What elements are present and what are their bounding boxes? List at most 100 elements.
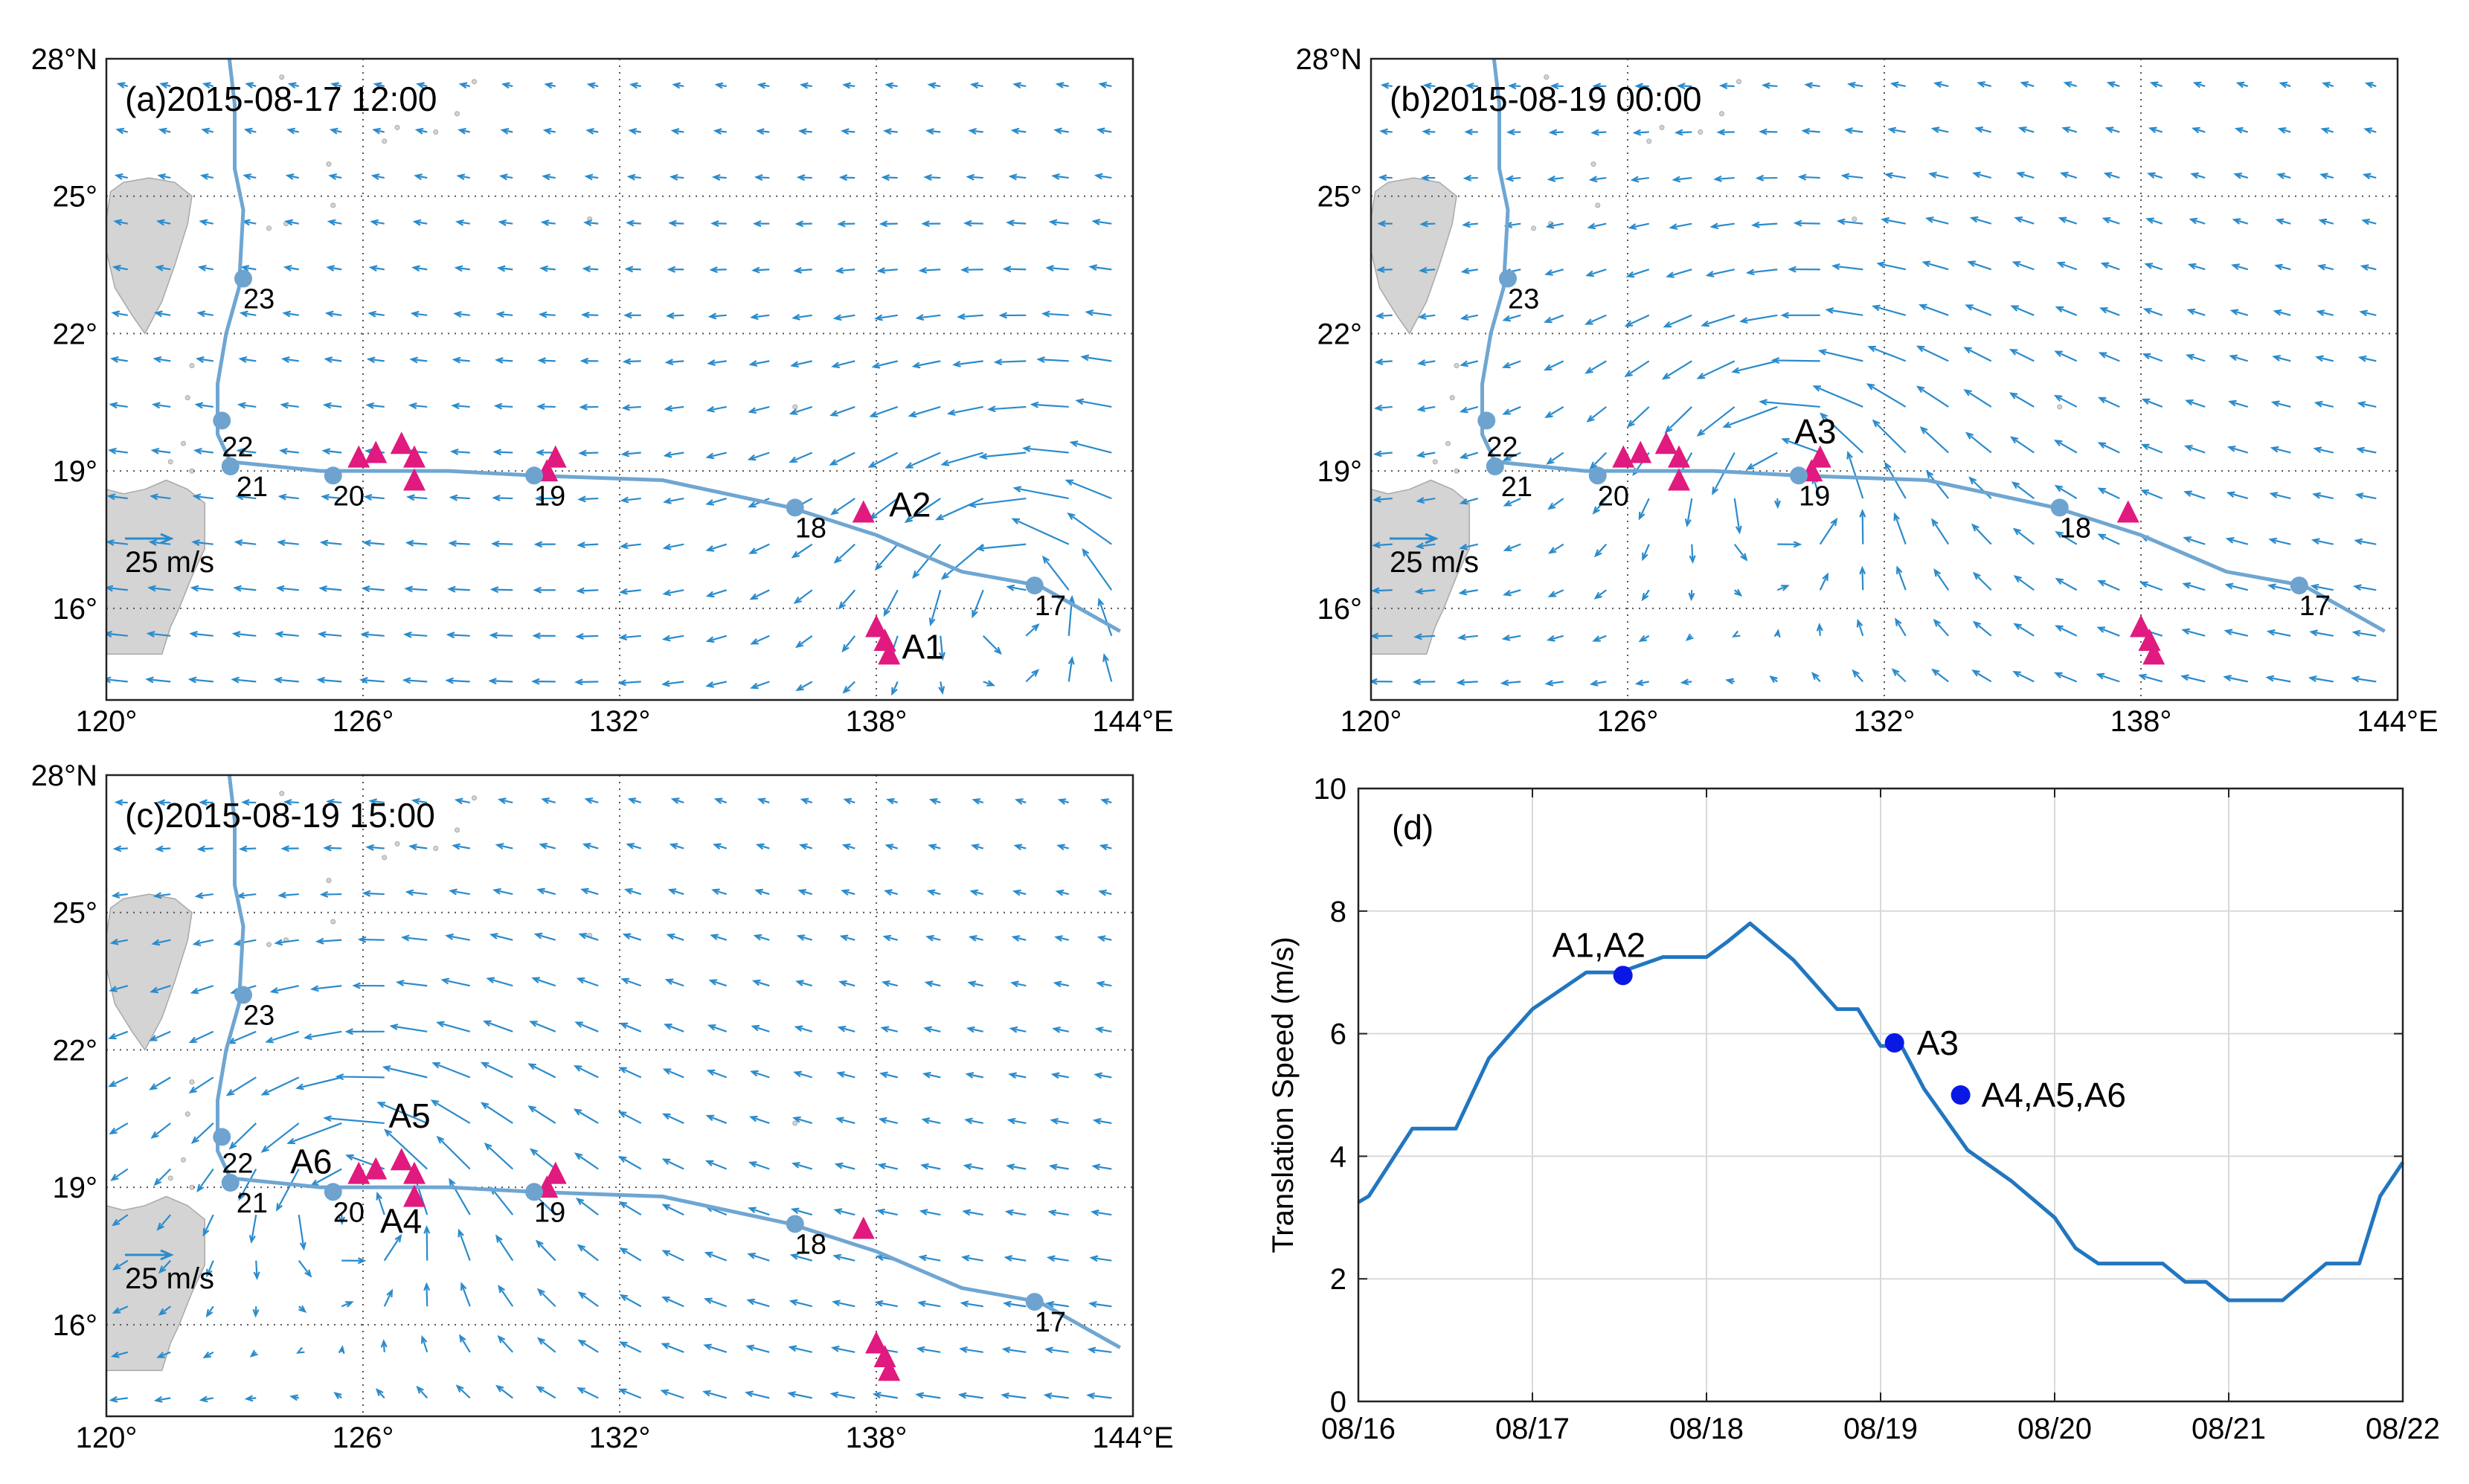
wind-arrow: [1590, 452, 1608, 469]
wind-arrowhead: [1893, 512, 1900, 521]
wind-arrow: [2227, 538, 2249, 545]
wind-arrow: [1965, 347, 1992, 362]
wind-arrowhead: [1632, 129, 1642, 136]
wind-arrow: [2014, 575, 2035, 591]
wind-arrow: [150, 541, 171, 545]
wind-arrow: [228, 1030, 257, 1044]
wind-arrowhead: [240, 265, 250, 272]
wind-arrowhead: [1590, 129, 1599, 136]
wind-arrow: [2358, 402, 2377, 408]
lat-tick-label: 19°: [1317, 455, 1363, 488]
wind-arrowhead: [578, 933, 588, 939]
wind-arrowhead: [2104, 126, 2114, 133]
wind-arrowhead: [1634, 83, 1643, 90]
wind-arrow: [442, 979, 470, 987]
wind-arrow: [1931, 519, 1950, 545]
wind-arrow: [414, 220, 428, 225]
wind-arrowhead: [2097, 579, 2106, 587]
wind-arrow: [995, 360, 1027, 364]
wind-arrowhead: [150, 447, 160, 454]
wind-arrow: [237, 495, 257, 500]
wind-arrowhead: [1465, 82, 1474, 89]
wind-arrowhead: [527, 1105, 536, 1113]
wind-arrow: [622, 978, 642, 987]
wind-arrow: [1460, 543, 1478, 550]
wind-arrow: [922, 1118, 941, 1125]
wind-arrowhead: [1031, 669, 1040, 677]
wind-arrowhead: [1933, 618, 1942, 627]
wind-arrowhead: [1378, 174, 1387, 182]
wind-arrowhead: [1588, 176, 1598, 183]
wind-arrow: [869, 452, 899, 468]
lat-tick-label: 28°N: [1296, 43, 1362, 76]
wind-arrow: [1965, 389, 1992, 408]
lon-tick-label: 144°E: [1092, 1422, 1173, 1454]
wind-arrowhead: [582, 266, 591, 273]
wind-arrowhead: [576, 587, 585, 594]
wind-arrow: [664, 543, 684, 549]
islet: [326, 878, 332, 884]
islet: [1646, 138, 1652, 144]
wind-arrow: [1004, 1302, 1027, 1308]
wind-arrowhead: [338, 1216, 345, 1226]
islet: [510, 48, 515, 52]
wind-arrow: [576, 681, 599, 684]
wind-arrowhead: [670, 797, 680, 804]
wind-arrow: [193, 541, 213, 545]
wind-arrowhead: [155, 219, 165, 226]
wind-arrowhead: [498, 219, 507, 226]
map-background: [106, 59, 1133, 700]
wind-arrow: [663, 681, 684, 686]
wind-arrowhead: [703, 1343, 712, 1351]
wind-arrowhead: [1422, 128, 1431, 135]
wind-arrow: [1634, 131, 1649, 134]
wind-arrowhead: [1547, 175, 1556, 182]
track-day-point: [786, 1215, 804, 1233]
lat-tick-label: 22°: [1317, 318, 1363, 350]
wind-arrow: [1503, 405, 1521, 415]
wind-arrowhead: [1680, 678, 1689, 686]
wind-arrowhead: [711, 173, 721, 181]
wind-arrow: [2099, 487, 2120, 500]
track-day-label: 21: [237, 1188, 268, 1219]
wind-arrowhead: [345, 1154, 354, 1161]
wind-arrowhead: [231, 676, 240, 684]
wind-arrow: [750, 543, 770, 554]
islet: [382, 855, 388, 861]
wind-arrow: [1628, 406, 1650, 427]
wind-arrow: [1747, 452, 1778, 470]
wind-arrow: [1373, 543, 1393, 547]
wind-arrowhead: [1740, 553, 1748, 562]
wind-arrowhead: [841, 844, 851, 850]
track-day-point: [1025, 1293, 1044, 1311]
islet: [2057, 404, 2063, 410]
wind-arrowhead: [395, 979, 405, 986]
wind-arrowhead: [1628, 223, 1637, 230]
argo-annotation: A1: [902, 628, 944, 666]
wind-arrowhead: [110, 1351, 120, 1358]
wind-arrow: [411, 359, 428, 362]
track-day-label: 19: [534, 1197, 565, 1228]
track-day-point: [1790, 466, 1808, 485]
wind-arrowhead: [273, 676, 283, 684]
wind-arrow: [198, 312, 213, 316]
wind-arrow: [1799, 176, 1820, 179]
wind-arrowhead: [1416, 451, 1425, 458]
argo-float-marker: [852, 500, 875, 523]
wind-arrowhead: [304, 1269, 312, 1278]
wind-arrow: [107, 541, 128, 545]
wind-arrow: [2107, 127, 2120, 133]
wind-arrow: [793, 314, 812, 319]
wind-arrowhead: [280, 356, 290, 364]
wind-arrowhead: [749, 593, 758, 600]
wind-arrowhead: [1371, 632, 1379, 640]
track-day-label: 18: [795, 1229, 826, 1260]
wind-arrow: [1927, 217, 1949, 225]
wind-arrowhead: [618, 1201, 628, 1209]
wind-arrowhead: [712, 843, 722, 850]
wind-arrowhead: [577, 1387, 585, 1394]
track-day-label: 22: [222, 431, 253, 463]
wind-arrowhead: [1816, 623, 1823, 632]
argo-float-marker: [1668, 445, 1690, 468]
wind-arrowhead: [539, 265, 548, 272]
